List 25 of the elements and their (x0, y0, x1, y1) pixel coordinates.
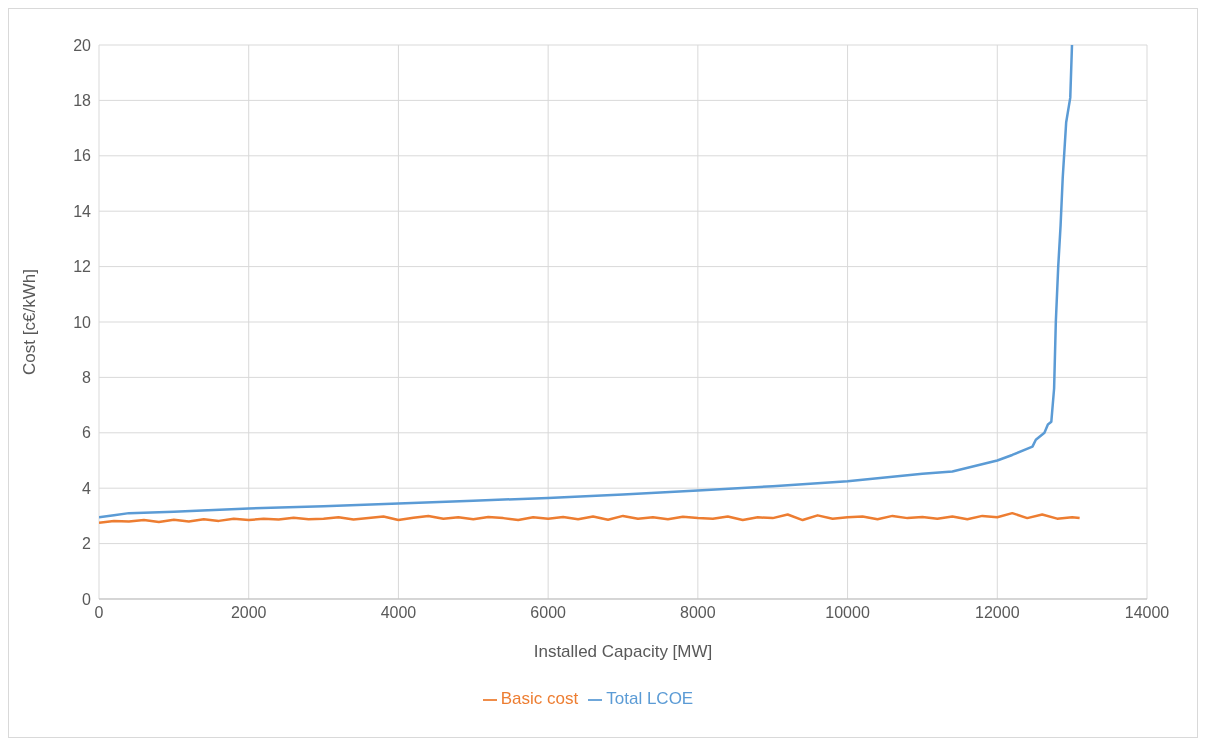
x-tick-label: 2000 (230, 604, 267, 622)
y-tick-label: 12 (73, 258, 92, 276)
y-tick-label: 20 (73, 36, 92, 54)
y-tick-label: 0 (82, 590, 92, 608)
line-series (99, 45, 1074, 519)
legend-label: Basic cost (500, 689, 579, 708)
y-axis-title: Cost [c€/kWh] (20, 269, 40, 375)
x-tick-label: 8000 (680, 604, 716, 622)
line-series (99, 511, 1081, 525)
y-tick-label: 10 (73, 313, 92, 331)
legend-label: Total LCOE (606, 689, 694, 708)
x-tick-label: 6000 (530, 604, 567, 622)
x-axis-title: Installed Capacity [MW] (533, 642, 713, 661)
y-tick-label: 18 (73, 92, 92, 110)
y-tick-label: 16 (73, 147, 92, 165)
x-tick-label: 14000 (1124, 604, 1170, 622)
x-tick-label: 0 (94, 604, 104, 622)
x-tick-label: 10000 (825, 604, 870, 622)
y-tick-label: 4 (82, 479, 92, 497)
y-tick-label: 6 (82, 424, 92, 442)
y-tick-label: 8 (82, 369, 92, 387)
x-tick-label: 4000 (380, 604, 417, 622)
y-tick-label: 14 (73, 202, 92, 220)
x-tick-label: 12000 (975, 604, 1020, 622)
y-tick-label: 2 (82, 535, 92, 553)
